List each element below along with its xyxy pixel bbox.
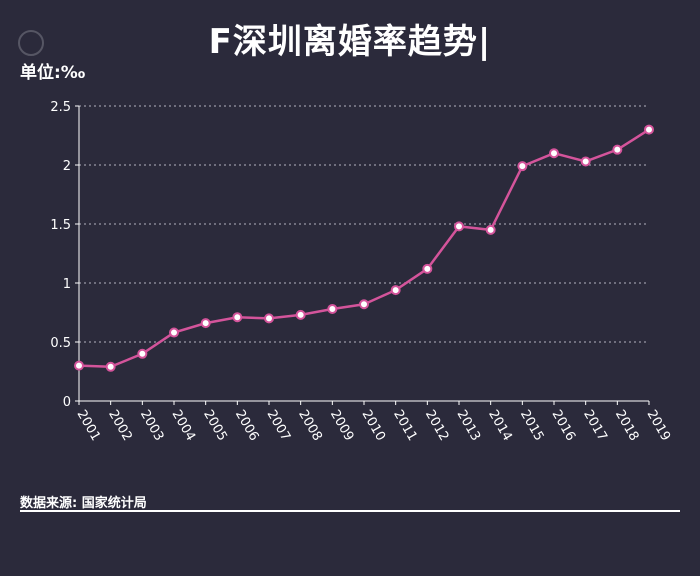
x-tick-label: 2011 (390, 408, 420, 444)
data-point (549, 148, 559, 159)
x-tick-label: 2014 (485, 408, 515, 444)
data-point (105, 361, 116, 372)
x-tick-label: 2008 (295, 408, 325, 444)
x-tick-label: 2017 (580, 408, 610, 444)
data-point (137, 348, 148, 359)
chart-title: F深圳离婚率趋势| (208, 22, 492, 62)
data-point (232, 312, 243, 323)
x-tick-label: 2006 (232, 408, 262, 444)
line-chart: 00.511.522.5 2001 2002 2003 2004 2005 2006 200… (50, 100, 674, 444)
data-point (454, 221, 464, 232)
x-tick-label: 2002 (105, 408, 135, 444)
x-tick-label: 2016 (549, 408, 579, 444)
x-tick-label: 2005 (200, 408, 230, 444)
data-point (422, 263, 433, 274)
x-tick-label: 2012 (422, 408, 452, 444)
data-point (264, 313, 274, 324)
data-point (327, 303, 338, 314)
x-tick-label: 2004 (169, 408, 199, 444)
x-tick-label: 2003 (137, 408, 167, 444)
x-tick-label: 2015 (517, 408, 547, 444)
y-tick-label: 2.5 (50, 100, 71, 115)
y-tick-label: 0 (63, 395, 71, 410)
x-tick-label: 2001 (74, 408, 104, 444)
data-source: 数据来源: 国家统计局 (20, 496, 147, 511)
data-point (390, 285, 401, 296)
watermark-logo (18, 30, 44, 56)
x-tick-label: 2013 (454, 408, 484, 444)
data-point (580, 156, 591, 167)
x-tick-label: 2010 (359, 408, 389, 444)
unit-label: 单位:‰ (20, 63, 86, 83)
x-tick-label: 2007 (264, 408, 294, 444)
data-point (359, 299, 369, 310)
y-tick-label: 1.5 (50, 218, 71, 233)
x-tick-label: 2009 (327, 408, 357, 444)
y-tick-label: 0.5 (50, 336, 71, 351)
data-point (169, 327, 179, 338)
y-tick-label: 1 (63, 277, 71, 292)
x-tick-labels: 2001 2002 2003 2004 2005 2006 2007 2008 2009 2010… (74, 408, 674, 444)
data-point (200, 318, 211, 329)
y-tick-labels: 0 0.5 1 1.5 2 2.5 (50, 100, 71, 410)
axes (75, 105, 650, 405)
data-point (485, 224, 496, 235)
y-tick-label: 2 (63, 159, 71, 174)
data-points (74, 124, 654, 372)
data-point (517, 161, 528, 172)
source-divider (20, 510, 680, 512)
data-point (644, 124, 654, 135)
data-point (295, 309, 306, 320)
data-point (612, 144, 623, 155)
grid-lines (79, 105, 649, 343)
x-tick-label: 2018 (612, 408, 642, 444)
data-point (74, 360, 84, 371)
x-tick-label: 2019 (644, 408, 674, 444)
